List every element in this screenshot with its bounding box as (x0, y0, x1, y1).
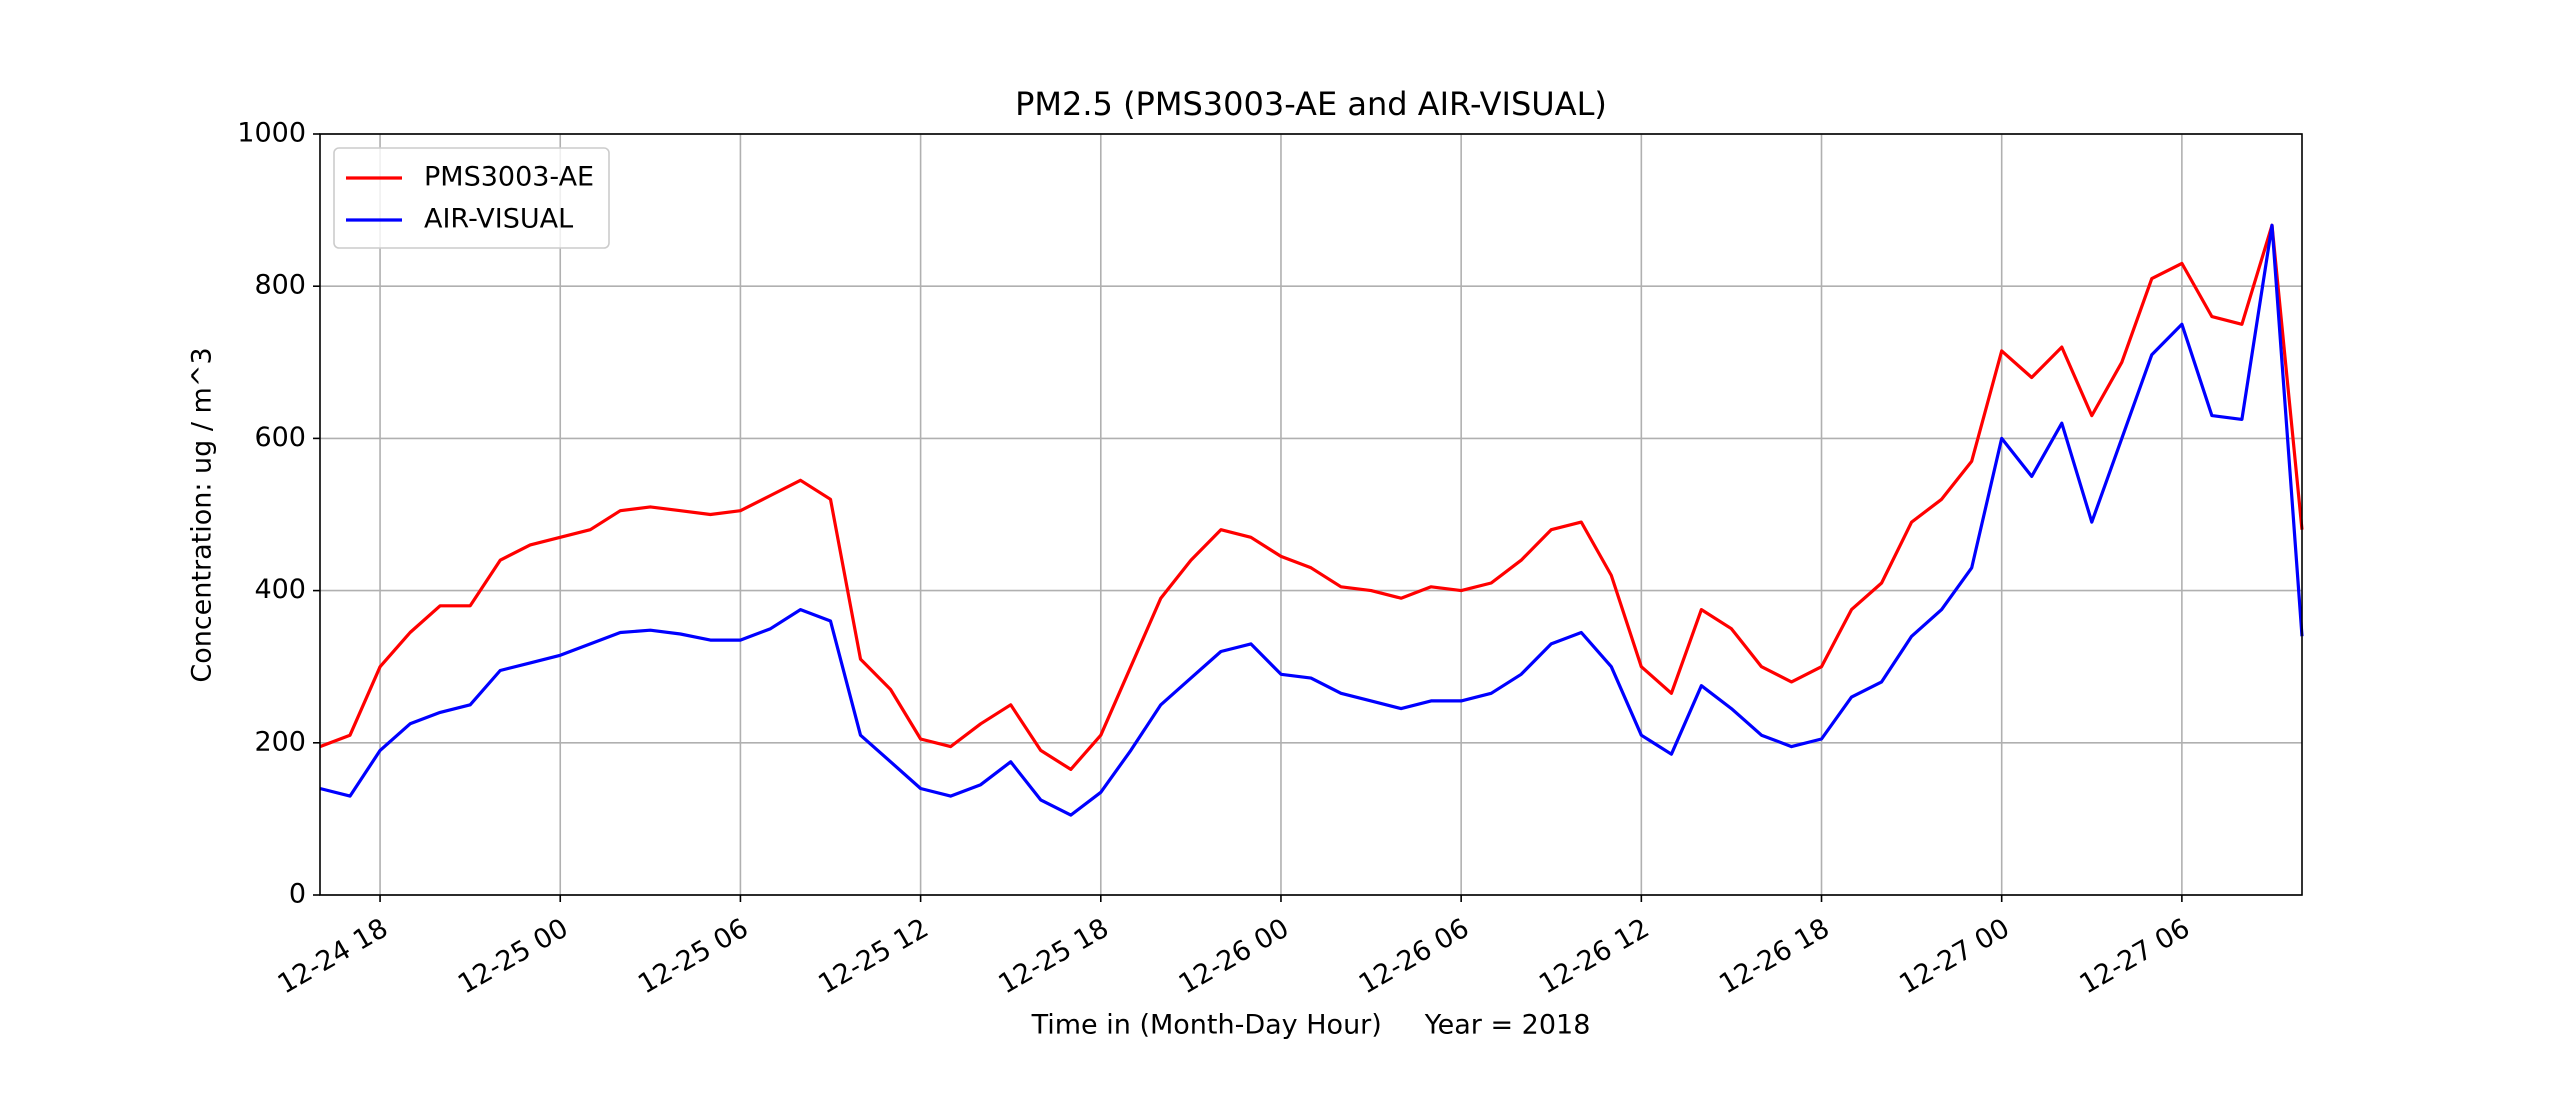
y-tick-label: 200 (254, 726, 306, 757)
legend-label: AIR-VISUAL (424, 204, 573, 235)
x-tick-label: 12-26 06 (1354, 913, 1475, 1001)
x-axis-label: Time in (Month-Day Hour) Year = 2018 (1031, 1010, 1591, 1041)
y-tick-label: 600 (254, 422, 306, 453)
x-tick-label: 12-25 06 (633, 913, 754, 1001)
series-line (319, 223, 2304, 771)
y-tick-label: 0 (289, 879, 306, 910)
x-tick-label: 12-27 00 (1894, 913, 2015, 1001)
y-tick-label: 400 (254, 574, 306, 605)
y-tick-label: 1000 (237, 118, 306, 149)
x-tick-label: 12-25 18 (993, 913, 1114, 1001)
x-tick-label: 12-27 06 (2074, 913, 2195, 1001)
legend-box (333, 147, 610, 249)
x-tick-label: 12-25 00 (453, 913, 574, 1001)
plot-frame (319, 133, 2303, 896)
series-line (319, 223, 2304, 817)
y-axis-label: Concentration: ug / m^3 (187, 347, 218, 682)
x-tick-label: 12-26 00 (1174, 913, 1295, 1001)
x-tick-label: 12-26 18 (1714, 913, 1835, 1001)
chart-title: PM2.5 (PMS3003-AE and AIR-VISUAL) (1015, 85, 1607, 123)
x-tick-label: 12-26 12 (1534, 913, 1655, 1001)
x-tick-label: 12-25 12 (813, 913, 934, 1001)
legend-label: PMS3003-AE (424, 162, 594, 193)
y-tick-label: 800 (254, 270, 306, 301)
x-tick-label: 12-24 18 (273, 913, 394, 1001)
